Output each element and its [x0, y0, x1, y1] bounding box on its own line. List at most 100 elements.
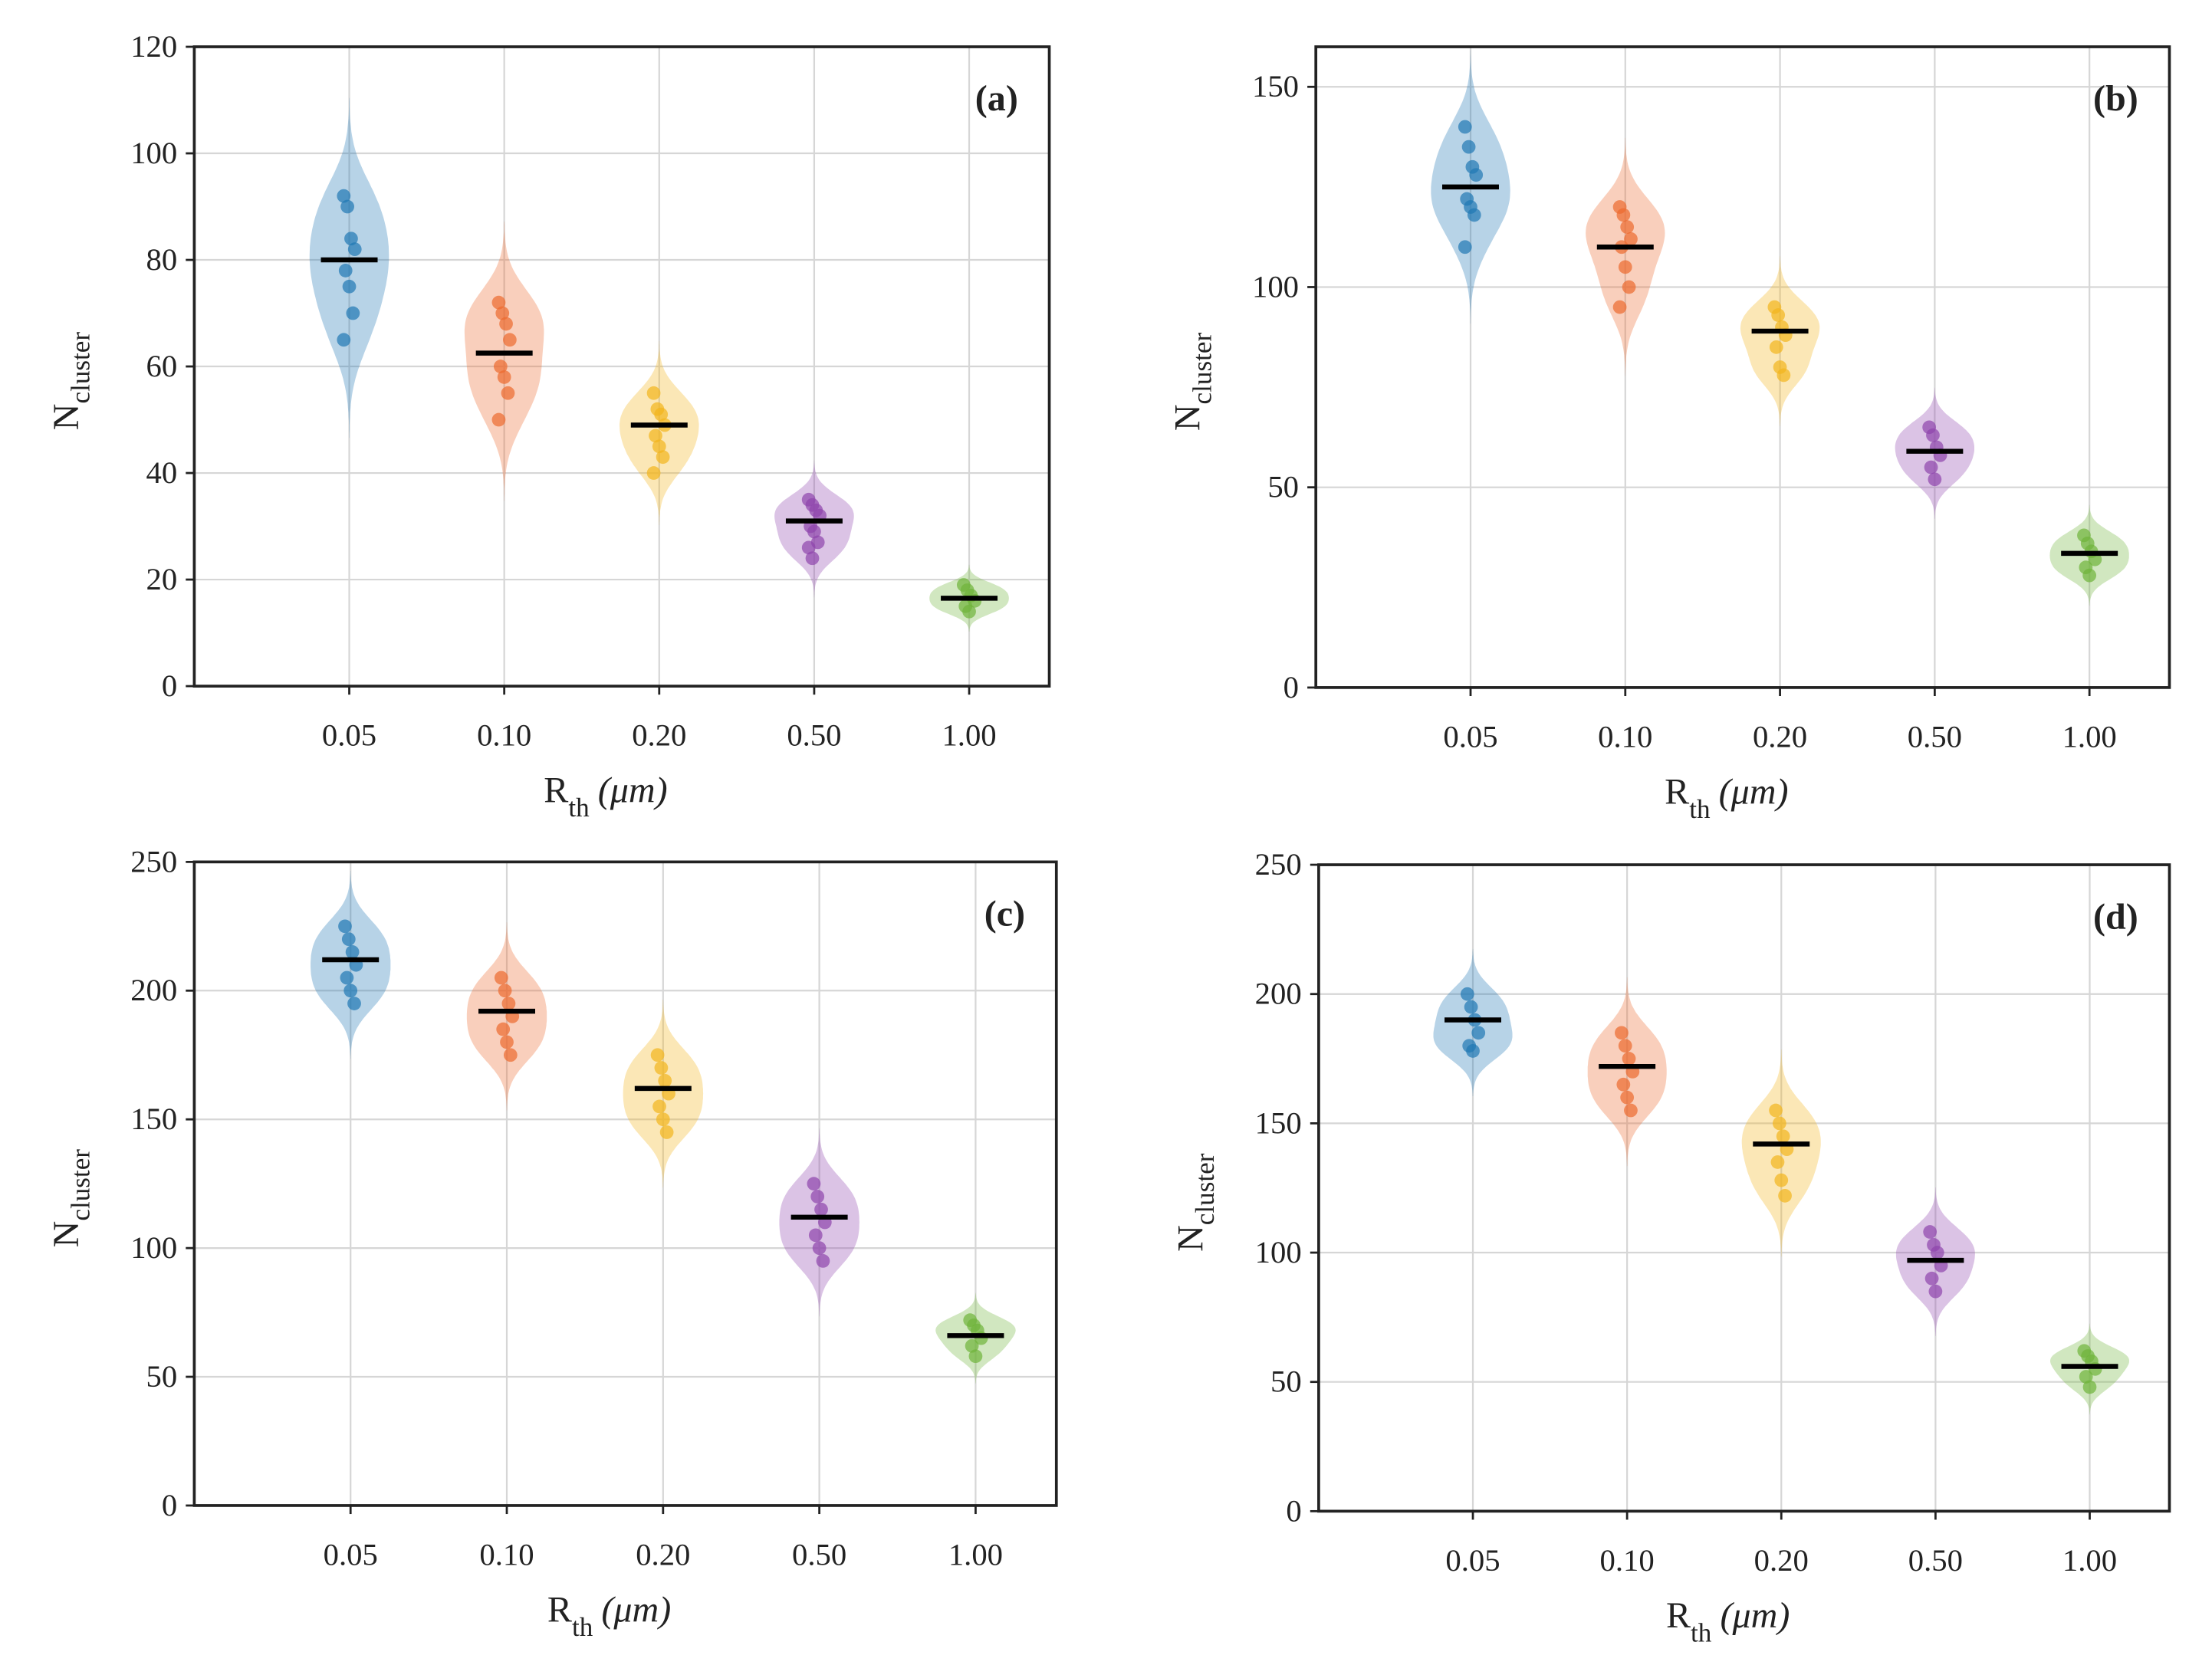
x-tick-label: 0.50: [792, 1538, 846, 1572]
data-point: [502, 333, 517, 347]
x-label-main: R: [1665, 772, 1689, 813]
data-point: [1769, 340, 1783, 354]
data-point: [344, 232, 358, 246]
data-point: [491, 295, 506, 310]
data-point: [347, 997, 361, 1010]
data-point: [801, 540, 816, 555]
data-point: [345, 945, 360, 959]
data-point: [808, 1228, 823, 1243]
data-point: [1624, 232, 1638, 246]
data-point: [500, 1035, 514, 1049]
data-point: [1616, 208, 1631, 222]
x-tick-label: 1.00: [2062, 720, 2117, 754]
data-point: [1620, 1090, 1635, 1105]
x-label-subscript: th: [1691, 1617, 1712, 1647]
x-label-subscript: th: [568, 793, 590, 823]
x-label-main: R: [1666, 1595, 1691, 1636]
data-point: [816, 1254, 830, 1268]
x-tick-label: 0.20: [636, 1538, 690, 1572]
data-point: [338, 264, 353, 278]
y-tick-label: 0: [1286, 1493, 1301, 1528]
data-point: [1458, 120, 1472, 134]
panel-label: (b): [2093, 78, 2138, 119]
panel-c: 0 50 100 150 200 250 0.05 0.10 0.20 0.50 1.00 (c) Rt…: [46, 844, 1058, 1642]
plot-frame: [192, 860, 1058, 1507]
data-point: [807, 1177, 821, 1191]
data-point: [343, 984, 358, 998]
y-tick-label: 100: [1252, 269, 1299, 304]
data-point: [342, 279, 357, 294]
data-point: [656, 1112, 670, 1127]
y-tick-label: 200: [1255, 977, 1302, 1011]
data-point: [812, 1241, 827, 1255]
x-tick-label: 0.10: [1598, 720, 1652, 754]
y-label-subscript: cluster: [66, 1149, 96, 1221]
x-tick-label: 0.10: [477, 718, 531, 753]
x-tick-label: 0.10: [1600, 1543, 1655, 1578]
data-point: [1924, 460, 1938, 475]
data-point: [1461, 140, 1476, 154]
data-point: [347, 242, 362, 257]
x-label-subscript: th: [1689, 794, 1711, 824]
data-point: [341, 932, 356, 946]
data-point: [495, 306, 510, 320]
violin-body: [1740, 256, 1820, 426]
data-point: [962, 604, 976, 619]
x-label-unit: (μm): [1720, 1595, 1790, 1636]
y-tick-label: 100: [1255, 1235, 1302, 1269]
y-tick-label: 150: [130, 1102, 177, 1136]
violin-body: [1586, 137, 1665, 376]
data-point: [501, 997, 516, 1010]
y-axis-label: Ncluster: [1168, 333, 1218, 432]
panel-label: (a): [975, 78, 1018, 119]
y-tick-label: 0: [162, 1488, 177, 1522]
data-point: [1926, 428, 1940, 442]
data-point: [1923, 1225, 1938, 1239]
y-axis-label: Ncluster: [46, 332, 96, 431]
data-point: [1471, 1026, 1486, 1040]
data-point: [503, 1048, 518, 1062]
data-point: [1466, 1044, 1480, 1058]
data-point: [968, 1349, 983, 1364]
x-label-main: R: [544, 770, 568, 811]
x-tick-label: 0.20: [1753, 720, 1807, 754]
y-label-main: N: [46, 1221, 87, 1248]
x-label-subscript: th: [572, 1612, 593, 1642]
data-point: [1928, 1284, 1943, 1299]
x-axis-label: Rth (μm): [1666, 1595, 1790, 1647]
data-point: [1770, 1155, 1785, 1169]
data-point: [650, 1048, 665, 1062]
y-tick-label: 100: [130, 136, 177, 170]
data-point: [496, 1022, 511, 1036]
data-point: [498, 984, 512, 998]
plot-frame: [1317, 863, 2171, 1513]
data-point: [658, 1073, 672, 1088]
data-point: [1769, 1103, 1783, 1118]
data-point: [1776, 1129, 1790, 1144]
data-point: [656, 450, 670, 465]
y-tick-label: 150: [1255, 1105, 1302, 1140]
x-label-unit: (μm): [601, 1590, 671, 1631]
data-point: [1458, 240, 1472, 255]
data-point: [2079, 1370, 2093, 1384]
x-axis-label: Rth (μm): [547, 1590, 671, 1642]
data-point: [1930, 1246, 1944, 1259]
y-tick-label: 50: [1270, 1365, 1302, 1399]
y-label-subscript: cluster: [66, 332, 96, 404]
data-point: [1771, 308, 1786, 322]
data-point: [810, 1190, 825, 1204]
data-point: [659, 1125, 674, 1139]
data-point: [337, 333, 351, 347]
x-tick-label: 1.00: [942, 718, 996, 753]
data-point: [1460, 987, 1474, 1001]
y-tick-label: 250: [130, 844, 177, 878]
y-axis-label: Ncluster: [46, 1149, 96, 1248]
data-point: [646, 386, 661, 400]
y-label-main: N: [1168, 404, 1208, 431]
data-point: [2088, 552, 2102, 566]
x-tick-label: 0.05: [324, 1538, 378, 1572]
data-point: [340, 199, 355, 214]
data-point: [1924, 1271, 1939, 1286]
y-tick-label: 0: [1283, 670, 1299, 704]
